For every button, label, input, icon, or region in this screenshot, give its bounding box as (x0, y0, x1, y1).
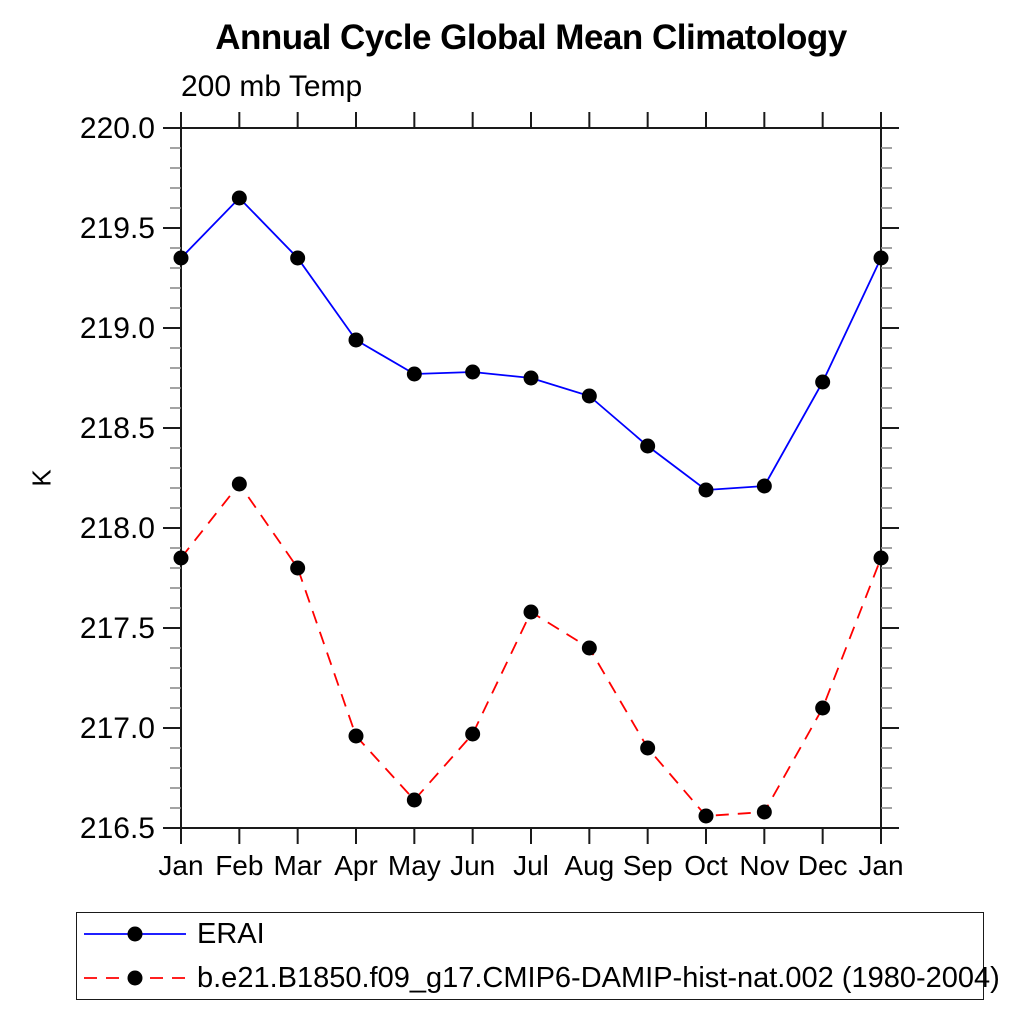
y-tick-label: 219.5 (80, 212, 155, 245)
y-tick-label: 216.5 (80, 812, 155, 845)
data-point-marker (581, 640, 597, 656)
y-tick-label: 218.5 (80, 412, 155, 445)
series-line-model (180, 482, 882, 817)
x-tick-label: Feb (215, 850, 263, 881)
data-point-marker (815, 700, 831, 716)
legend-marker-icon (127, 970, 143, 986)
legend-marker-icon (127, 926, 143, 942)
y-tick-label: 217.0 (80, 712, 155, 745)
data-point-marker (173, 250, 189, 266)
legend-box: ERAI b.e21.B1850.f09_g17.CMIP6-DAMIP-his… (76, 912, 1000, 1000)
data-point-marker (290, 250, 306, 266)
x-tick-label: Sep (623, 850, 673, 881)
x-tick-label: Jun (450, 850, 495, 881)
legend-label-model: b.e21.B1850.f09_g17.CMIP6-DAMIP-hist-nat… (197, 961, 1000, 994)
legend-row-erai: ERAI (82, 914, 983, 954)
data-point-marker (640, 438, 656, 454)
x-tick-label: Oct (684, 850, 728, 881)
data-point-marker (640, 740, 656, 756)
x-tick-label: Aug (564, 850, 614, 881)
x-tick-label: Jan (858, 850, 903, 881)
data-point-marker (231, 190, 247, 206)
series-line-erai (180, 196, 882, 491)
data-point-marker (231, 476, 247, 492)
plot-frame (180, 127, 882, 829)
data-point-marker (173, 550, 189, 566)
legend-label-erai: ERAI (197, 917, 265, 950)
y-tick-label: 218.0 (80, 512, 155, 545)
x-tick-label: Dec (798, 850, 848, 881)
data-point-marker (698, 808, 714, 824)
data-point-marker (348, 728, 364, 744)
chart-subtitle: 200 mb Temp (181, 70, 363, 103)
data-point-marker (465, 364, 481, 380)
data-point-marker (523, 370, 539, 386)
legend-sample-erai-line (84, 926, 186, 942)
data-point-marker (698, 482, 714, 498)
data-point-marker (873, 550, 889, 566)
x-tick-label: Apr (334, 850, 378, 881)
data-point-marker (406, 366, 422, 382)
x-tick-label: Mar (274, 850, 322, 881)
data-point-marker (406, 792, 422, 808)
data-point-marker (348, 332, 364, 348)
x-tick-label: May (388, 850, 441, 881)
y-tick-label: 220.0 (80, 112, 155, 145)
chart-title: Annual Cycle Global Mean Climatology (215, 18, 847, 57)
legend-sample-model-line (84, 970, 186, 986)
y-tick-label: 219.0 (80, 312, 155, 345)
x-tick-label: Jul (513, 850, 549, 881)
data-point-marker (523, 604, 539, 620)
data-point-marker (873, 250, 889, 266)
data-point-marker (465, 726, 481, 742)
legend-row-model: b.e21.B1850.f09_g17.CMIP6-DAMIP-hist-nat… (82, 958, 1000, 998)
data-point-marker (290, 560, 306, 576)
data-point-marker (815, 374, 831, 390)
data-point-marker (581, 388, 597, 404)
data-point-marker (756, 478, 772, 494)
x-tick-label: Nov (739, 850, 789, 881)
x-tick-label: Jan (158, 850, 203, 881)
data-point-marker (756, 804, 772, 820)
y-tick-label: 217.5 (80, 612, 155, 645)
